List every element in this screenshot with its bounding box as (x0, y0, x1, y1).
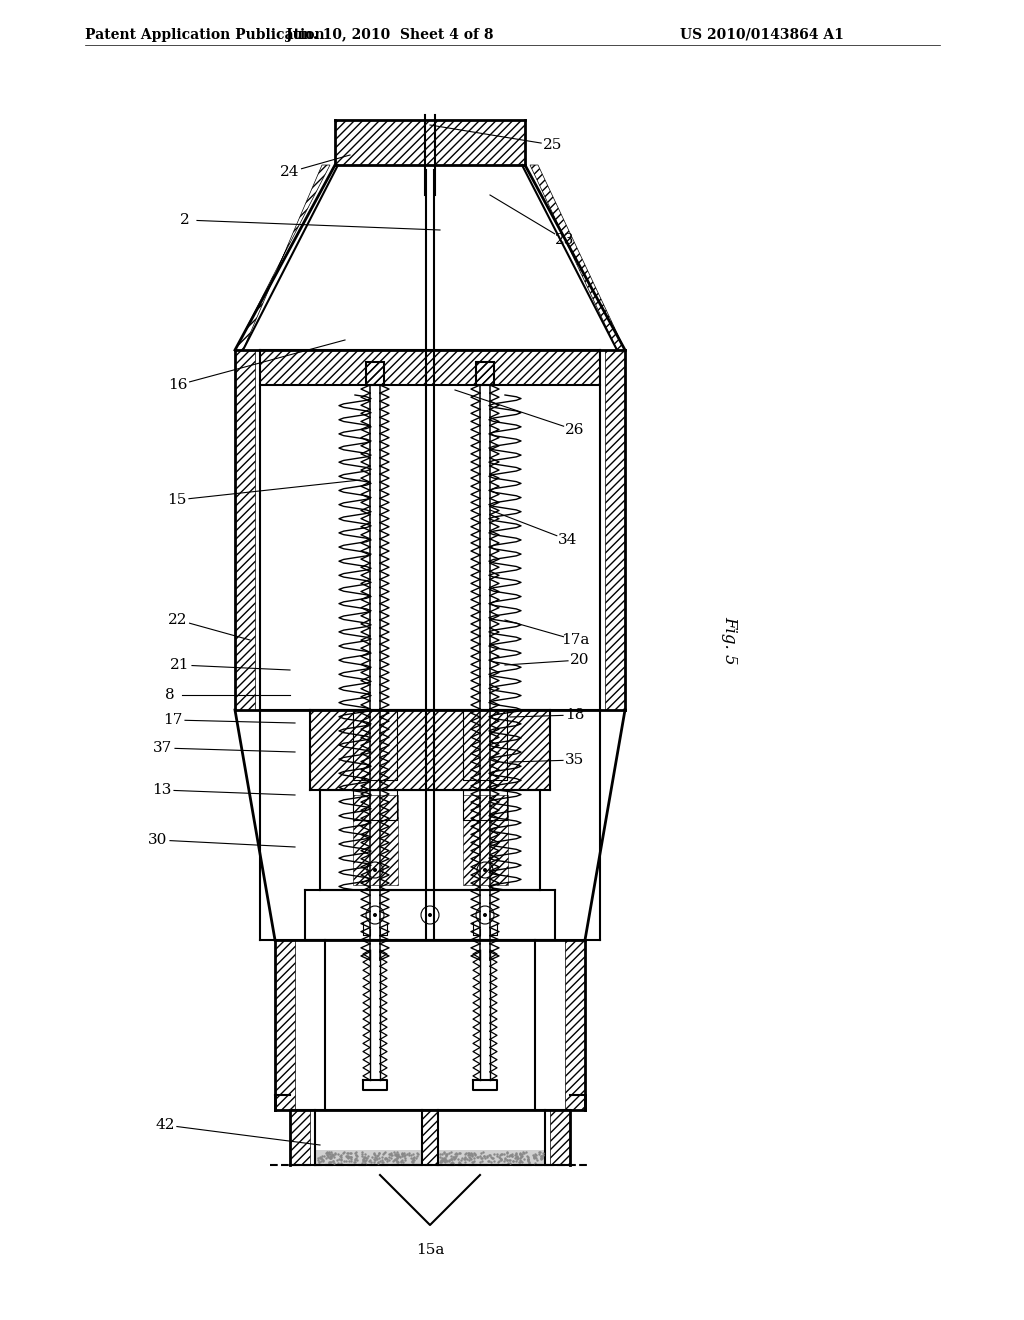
Circle shape (373, 913, 377, 917)
Text: 18: 18 (565, 708, 585, 722)
Text: 8: 8 (165, 688, 175, 702)
Bar (550, 1110, 570, 1166)
Bar (476, 362, 494, 385)
Text: 42: 42 (156, 1118, 175, 1133)
Circle shape (373, 869, 377, 873)
Bar (310, 710, 550, 789)
Text: 21: 21 (170, 657, 189, 672)
Text: 15: 15 (167, 492, 186, 507)
Bar (275, 940, 295, 1110)
Text: 37: 37 (154, 741, 173, 755)
Text: 15a: 15a (416, 1243, 444, 1257)
Bar (438, 1150, 545, 1166)
Text: 35: 35 (565, 752, 585, 767)
Bar (605, 350, 625, 710)
Bar (335, 120, 525, 165)
Bar (565, 940, 585, 1110)
Bar (290, 1110, 310, 1166)
Text: 13: 13 (153, 783, 172, 797)
Circle shape (483, 869, 487, 873)
Bar (315, 1150, 422, 1166)
Text: US 2010/0143864 A1: US 2010/0143864 A1 (680, 28, 844, 42)
Bar (463, 795, 508, 884)
Text: Jun. 10, 2010  Sheet 4 of 8: Jun. 10, 2010 Sheet 4 of 8 (287, 28, 494, 42)
Text: 22: 22 (168, 612, 187, 627)
Circle shape (483, 913, 487, 917)
Text: 17a: 17a (561, 634, 589, 647)
Text: 34: 34 (558, 533, 578, 546)
Text: 16: 16 (168, 378, 187, 392)
Text: 23: 23 (555, 234, 574, 247)
Text: 17: 17 (163, 713, 182, 727)
Bar (260, 350, 600, 385)
Bar (353, 795, 398, 884)
Text: 30: 30 (148, 833, 168, 847)
Bar (476, 362, 494, 385)
Text: 2: 2 (180, 213, 189, 227)
Bar (366, 362, 384, 385)
Text: 26: 26 (565, 422, 585, 437)
Text: Fig. 5: Fig. 5 (722, 615, 738, 664)
Text: 24: 24 (281, 165, 300, 180)
Bar (366, 362, 384, 385)
Bar (422, 1110, 438, 1166)
Text: 20: 20 (570, 653, 590, 667)
Bar (234, 350, 255, 710)
Text: Patent Application Publication: Patent Application Publication (85, 28, 325, 42)
Text: 25: 25 (544, 139, 562, 152)
Circle shape (428, 913, 432, 917)
